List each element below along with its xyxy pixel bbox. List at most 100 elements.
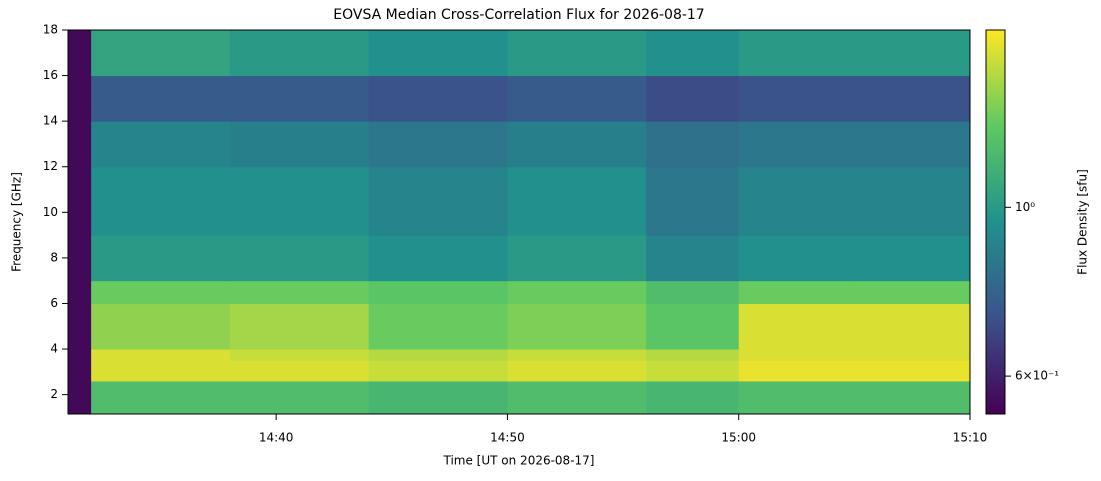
heatmap-cell [229, 75, 370, 122]
colorbar [985, 29, 1006, 415]
heatmap-cell [91, 75, 231, 122]
heatmap-cell [68, 121, 92, 168]
heatmap-cell [229, 166, 370, 236]
heatmap-cell [507, 303, 647, 350]
heatmap-cell [738, 380, 855, 415]
heatmap-cell [738, 30, 855, 77]
heatmap-cell [91, 380, 231, 415]
heatmap-cell [68, 280, 92, 304]
heatmap-cell [738, 349, 855, 361]
y-tick-label: 14 [43, 114, 58, 128]
heatmap-cell [854, 121, 971, 168]
heatmap-cell [854, 303, 971, 350]
heatmap-cell [368, 75, 508, 122]
heatmap-cell [229, 235, 370, 282]
heatmap-cell [738, 166, 855, 236]
y-tick-label: 18 [43, 23, 58, 37]
y-tick-label: 12 [43, 159, 58, 173]
heatmap-cell [507, 349, 647, 361]
x-tick-label: 14:50 [490, 431, 525, 445]
x-tick-label: 14:40 [259, 431, 294, 445]
heatmap-cell [646, 280, 740, 304]
heatmap-cell [91, 235, 231, 282]
heatmap-cell [229, 380, 370, 415]
heatmap-cell [68, 166, 92, 236]
y-tick-label: 8 [50, 250, 58, 264]
heatmap-cell [507, 280, 647, 304]
heatmap-cell [368, 349, 508, 361]
heatmap-cell [68, 360, 92, 382]
colorbar-tick-label: 10⁰ [1015, 200, 1035, 214]
heatmap-cell [507, 121, 647, 168]
heatmap-cell [646, 349, 740, 361]
heatmap-cell [507, 235, 647, 282]
heatmap-cell [68, 75, 92, 122]
y-tick-label: 10 [43, 205, 58, 219]
heatmap-cell [738, 280, 855, 304]
plot-frame [67, 29, 971, 415]
heatmap-cell [646, 235, 740, 282]
heatmap-cell [646, 166, 740, 236]
heatmap-cell [91, 30, 231, 77]
heatmap-cell [646, 30, 740, 77]
heatmap-cell [68, 30, 92, 77]
y-tick-label: 6 [50, 296, 58, 310]
heatmap-cell [229, 360, 370, 382]
heatmap-cell [738, 360, 855, 382]
heatmap-cell [646, 75, 740, 122]
heatmap-cell [91, 303, 231, 350]
y-tick-label: 16 [43, 68, 58, 82]
heatmap-cell [738, 75, 855, 122]
y-tick-label: 4 [50, 342, 58, 356]
heatmap-cell [646, 360, 740, 382]
heatmap-cell [854, 166, 971, 236]
heatmap-cell [368, 380, 508, 415]
x-axis-label: Time [UT on 2026-08-17] [443, 454, 595, 468]
heatmap-cell [738, 121, 855, 168]
colorbar-label: Flux Density [sfu] [1076, 169, 1090, 275]
heatmap-cell [738, 303, 855, 350]
heatmap-cell [507, 380, 647, 415]
heatmap-cell [368, 360, 508, 382]
heatmap-cell [91, 121, 231, 168]
heatmap-cell [507, 75, 647, 122]
heatmap-cell [854, 380, 971, 415]
heatmap-cell [738, 235, 855, 282]
heatmap-cell [368, 280, 508, 304]
heatmap-cell [229, 121, 370, 168]
heatmap-cell [507, 166, 647, 236]
y-axis-label: Frequency [GHz] [10, 172, 24, 272]
heatmap-cell [91, 166, 231, 236]
heatmap-cell [854, 349, 971, 361]
heatmap-cell [91, 349, 231, 361]
heatmap-cell [646, 121, 740, 168]
heatmap-cell [368, 30, 508, 77]
heatmap-cell [91, 280, 231, 304]
heatmap-cell [507, 30, 647, 77]
heatmap-cell [854, 30, 971, 77]
heatmap-cell [229, 303, 370, 350]
chart-title: EOVSA Median Cross-Correlation Flux for … [333, 7, 704, 23]
heatmap-cell [68, 349, 92, 361]
heatmap-cell [368, 166, 508, 236]
heatmap-cell [854, 360, 971, 382]
heatmap-cell [854, 235, 971, 282]
heatmap-cell [507, 360, 647, 382]
heatmap-cell [368, 303, 508, 350]
heatmap-cell [646, 303, 740, 350]
colorbar-tick-label: 6×10⁻¹ [1015, 369, 1059, 383]
heatmap-cell [68, 235, 92, 282]
heatmap-cell [68, 303, 92, 350]
heatmap-cell [854, 280, 971, 304]
heatmap-cell [229, 280, 370, 304]
x-tick-label: 15:00 [721, 431, 756, 445]
heatmap-cell [68, 380, 92, 415]
heatmap-cell [229, 30, 370, 77]
heatmap-cell [229, 349, 370, 361]
heatmap-cell [368, 235, 508, 282]
x-tick-label: 15:10 [953, 431, 988, 445]
heatmap-cell [646, 380, 740, 415]
heatmap-cell [368, 121, 508, 168]
y-tick-label: 2 [50, 387, 58, 401]
